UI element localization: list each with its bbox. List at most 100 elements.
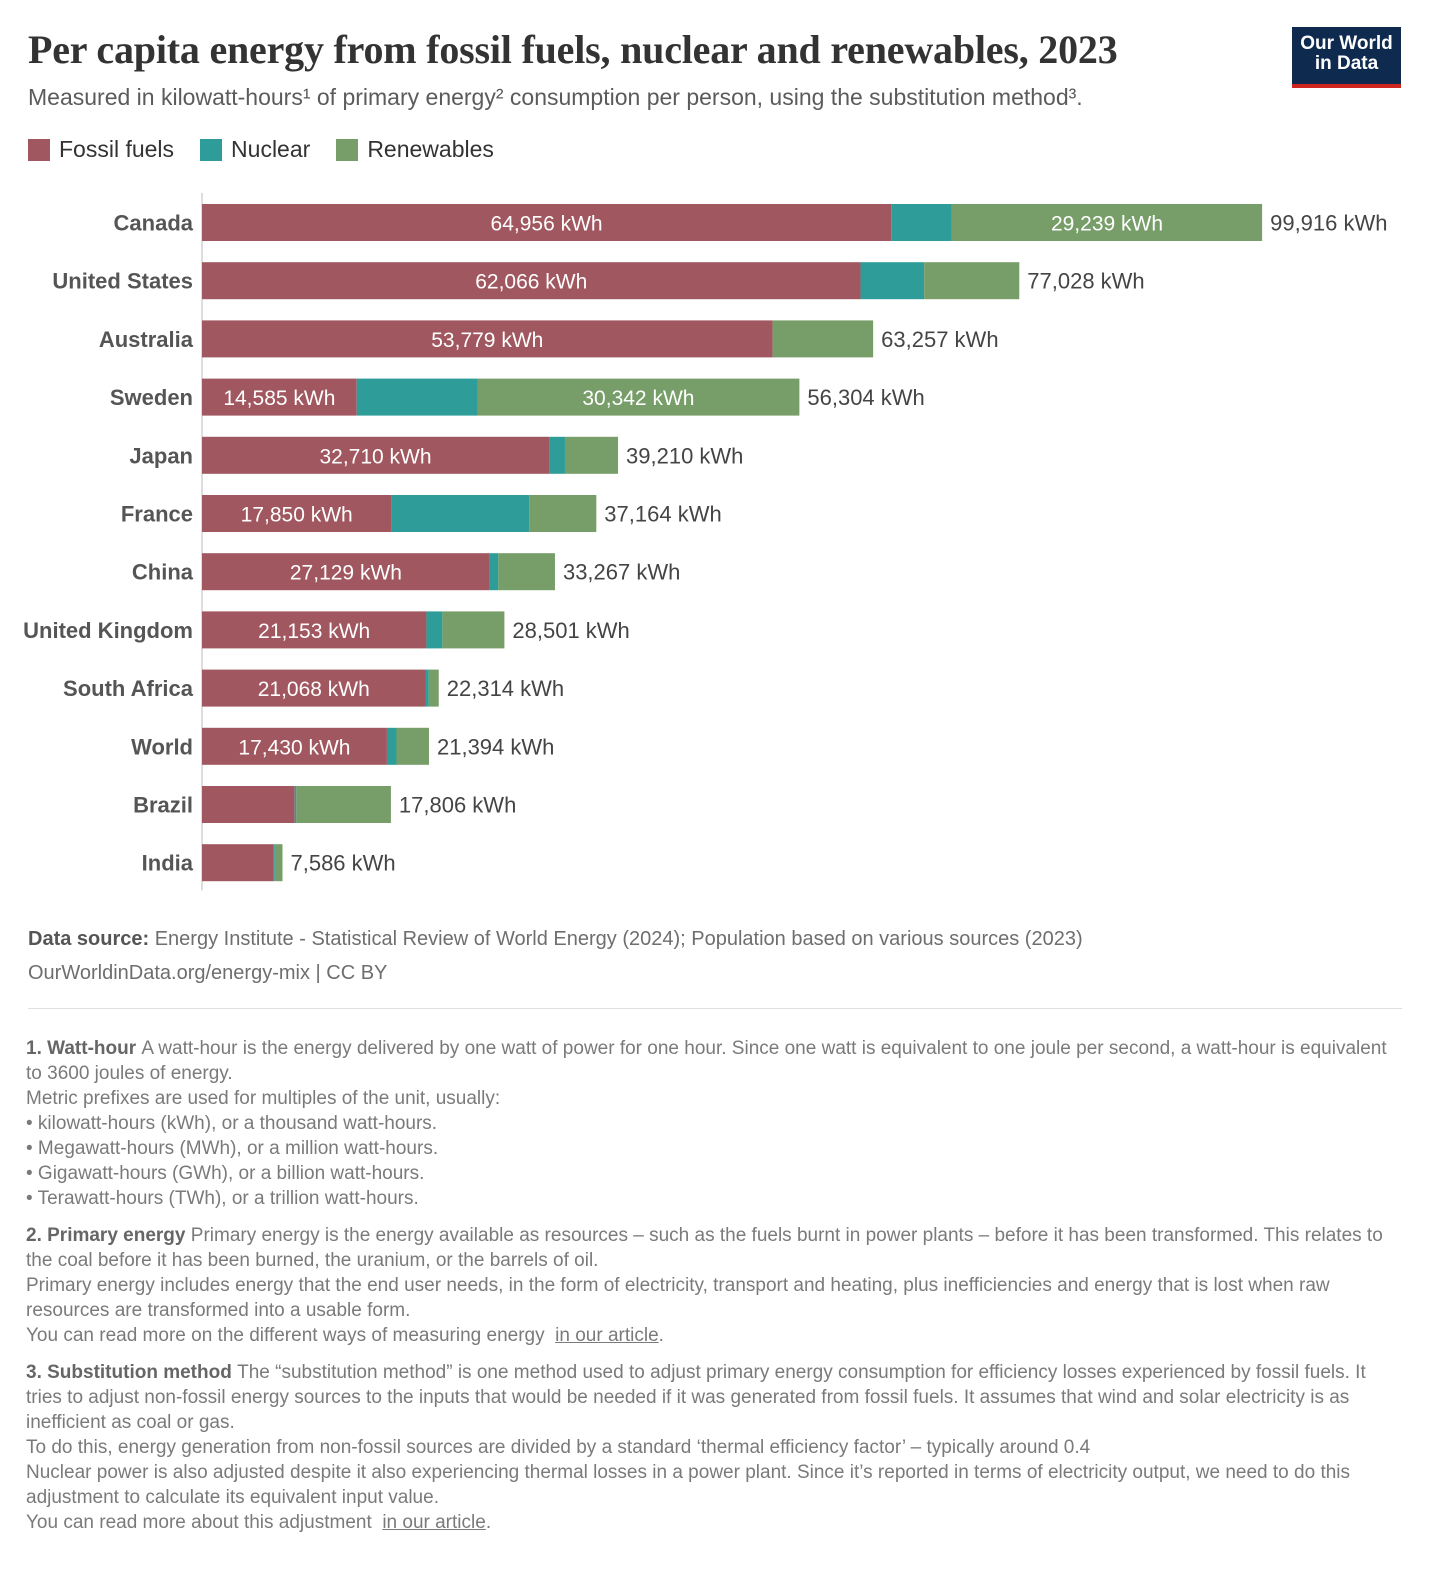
source-license: | CC BY <box>315 962 388 984</box>
footnote-2-read-more: You can read more on the different ways … <box>26 1325 545 1346</box>
bar-nuclear-france[interactable] <box>391 495 530 532</box>
total-label-united-states: 77,028 kWh <box>1027 269 1144 294</box>
bar-fossil-fuels-world[interactable] <box>202 727 387 765</box>
bar-fossil-fuels-canada[interactable] <box>202 204 892 241</box>
bar-nuclear-united-states[interactable] <box>860 262 925 300</box>
category-label-india: India <box>142 851 194 876</box>
legend-item-renewables[interactable]: Renewables <box>336 136 494 163</box>
source-url[interactable]: OurWorldinData.org/energy-mix <box>28 962 310 984</box>
total-label-canada: 99,916 kWh <box>1270 211 1387 236</box>
bar-renewables-united-states[interactable] <box>924 262 1020 300</box>
bar-renewables-canada[interactable] <box>951 204 1263 241</box>
legend-item-nuclear[interactable]: Nuclear <box>200 136 310 163</box>
bar-renewables-world[interactable] <box>396 727 429 765</box>
footnote-2-line-2: Primary energy includes energy that the … <box>26 1275 1330 1321</box>
source-label: Data source: <box>28 928 150 950</box>
total-label-france: 37,164 kWh <box>604 502 721 527</box>
bar-nuclear-japan[interactable] <box>549 436 565 474</box>
legend-swatch-renewables <box>336 138 359 161</box>
bar-nuclear-sweden[interactable] <box>356 378 478 416</box>
bar-fossil-fuels-sweden[interactable] <box>202 378 357 416</box>
legend-label-fossil: Fossil fuels <box>59 136 175 162</box>
bar-renewables-sweden[interactable] <box>477 378 800 416</box>
bar-nuclear-canada[interactable] <box>891 204 952 241</box>
bar-renewables-australia[interactable] <box>772 320 874 358</box>
bar-fossil-fuels-china[interactable] <box>202 553 490 591</box>
bar-fossil-fuels-south-africa[interactable] <box>202 669 426 707</box>
source-block: Data source: Energy Institute - Statisti… <box>28 922 1083 990</box>
bar-nuclear-south-africa[interactable] <box>425 669 429 707</box>
bar-fossil-fuels-united-states[interactable] <box>202 262 861 300</box>
legend-label-nuclear: Nuclear <box>231 136 311 162</box>
bar-nuclear-china[interactable] <box>489 553 499 591</box>
bar-value-label-fossil-fuels-united-kingdom: 21,153 kWh <box>258 620 370 643</box>
category-label-australia: Australia <box>99 327 194 352</box>
divider <box>28 1008 1402 1009</box>
legend-swatch-nuclear <box>200 138 223 161</box>
bar-renewables-india[interactable] <box>274 844 283 882</box>
bar-chart: Canada 64,956 kWh 29,239 kWh 99,916 kWh Unit… <box>23 193 1388 891</box>
footnote-1-line-6: • Terawatt-hours (TWh), or a trillion wa… <box>26 1188 419 1209</box>
bar-value-label-fossil-fuels-france: 17,850 kWh <box>241 504 353 527</box>
chart-subtitle: Measured in kilowatt-hours¹ of primary e… <box>28 84 1083 110</box>
bar-value-label-fossil-fuels-canada: 64,956 kWh <box>491 213 603 236</box>
bar-value-label-fossil-fuels-japan: 32,710 kWh <box>319 445 431 468</box>
bar-nuclear-brazil[interactable] <box>294 786 297 823</box>
bar-renewables-brazil[interactable] <box>296 786 391 823</box>
footnote-3-read-more: You can read more about this adjustment <box>26 1512 372 1533</box>
category-label-united-kingdom: United Kingdom <box>23 618 193 643</box>
logo-line-1: Our World <box>1300 33 1393 54</box>
bar-nuclear-united-kingdom[interactable] <box>426 611 443 649</box>
category-label-sweden: Sweden <box>110 385 193 410</box>
legend-item-fossil[interactable]: Fossil fuels <box>28 136 174 163</box>
bar-renewables-united-kingdom[interactable] <box>442 611 505 649</box>
owid-logo[interactable]: Our World in Data <box>1292 27 1401 88</box>
footnote-1-line-4: • Megawatt-hours (MWh), or a million wat… <box>26 1138 439 1159</box>
bar-fossil-fuels-japan[interactable] <box>202 436 550 474</box>
total-label-sweden: 56,304 kWh <box>807 385 924 410</box>
category-label-south-africa: South Africa <box>63 676 194 701</box>
footnote-1: 1. Watt-hour A watt-hour is the energy d… <box>26 1036 1396 1211</box>
total-label-united-kingdom: 28,501 kWh <box>512 618 629 643</box>
bar-fossil-fuels-india[interactable] <box>202 844 274 882</box>
bar-value-label-fossil-fuels-united-states: 62,066 kWh <box>475 271 587 294</box>
legend-label-renewables: Renewables <box>367 136 494 162</box>
total-label-world: 21,394 kWh <box>437 734 554 759</box>
total-label-india: 7,586 kWh <box>290 851 395 876</box>
category-label-china: China <box>132 560 194 585</box>
bar-renewables-france[interactable] <box>529 495 597 532</box>
total-label-china: 33,267 kWh <box>563 560 680 585</box>
bar-renewables-south-africa[interactable] <box>428 669 439 707</box>
legend-swatch-fossil <box>28 138 50 161</box>
bar-value-label-fossil-fuels-australia: 53,779 kWh <box>431 329 543 352</box>
footnote-3-line-3: Nuclear power is also adjusted despite i… <box>26 1462 1351 1508</box>
footnote-1-line-5: • Gigawatt-hours (GWh), or a billion wat… <box>26 1163 425 1184</box>
footnote-2: 2. Primary energy Primary energy is the … <box>26 1223 1396 1348</box>
footnote-3-article-link[interactable]: in our article <box>382 1512 486 1533</box>
bar-fossil-fuels-united-kingdom[interactable] <box>202 611 427 649</box>
bar-renewables-japan[interactable] <box>564 436 619 474</box>
total-label-brazil: 17,806 kWh <box>399 793 516 818</box>
bar-nuclear-world[interactable] <box>386 727 397 765</box>
bar-nuclear-india[interactable] <box>273 844 275 882</box>
bar-value-label-renewables-sweden: 30,342 kWh <box>582 387 694 410</box>
bar-fossil-fuels-brazil[interactable] <box>202 786 295 823</box>
category-label-united-states: United States <box>52 269 193 294</box>
footnote-1-title: 1. Watt-hour <box>26 1038 137 1059</box>
bar-value-label-fossil-fuels-world: 17,430 kWh <box>238 736 350 759</box>
footnote-2-article-link[interactable]: in our article <box>555 1325 659 1346</box>
footnote-1-line-1: A watt-hour is the energy delivered by o… <box>26 1038 1387 1084</box>
footnote-1-line-2: Metric prefixes are used for multiples o… <box>26 1088 501 1109</box>
bar-fossil-fuels-france[interactable] <box>202 495 392 532</box>
category-label-france: France <box>121 502 193 527</box>
bar-fossil-fuels-australia[interactable] <box>202 320 773 358</box>
footnote-3-line-1: The “substitution method” is one method … <box>26 1362 1366 1433</box>
bar-value-label-fossil-fuels-sweden: 14,585 kWh <box>223 387 335 410</box>
source-text: Energy Institute - Statistical Review of… <box>154 928 1083 950</box>
total-label-japan: 39,210 kWh <box>626 443 743 468</box>
footnote-2-title: 2. Primary energy <box>26 1225 186 1246</box>
chart-title: Per capita energy from fossil fuels, nuc… <box>28 27 1118 72</box>
bar-renewables-china[interactable] <box>498 553 555 591</box>
category-label-brazil: Brazil <box>133 793 193 818</box>
bar-value-label-renewables-canada: 29,239 kWh <box>1051 213 1163 236</box>
